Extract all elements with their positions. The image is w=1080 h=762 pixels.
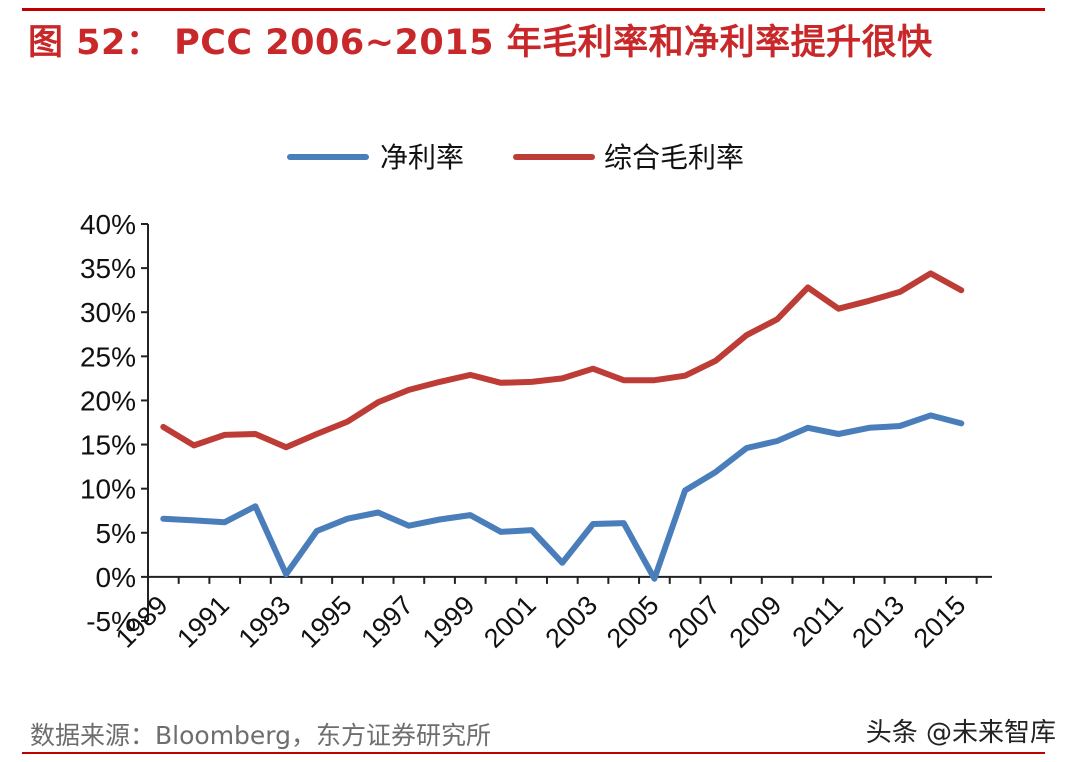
x-tick-label: 2007 [662, 590, 726, 654]
x-tick-label: 1995 [294, 590, 358, 654]
net-margin-line [160, 412, 965, 582]
x-tick-label: 1989 [110, 590, 174, 654]
y-tick-label: 35% [80, 253, 136, 284]
x-tick-label: 1993 [233, 590, 297, 654]
gross-margin-line [160, 270, 965, 451]
y-tick-label: -5% [86, 606, 136, 637]
source-note: 数据来源：Bloomberg，东方证券研究所 [30, 721, 491, 750]
y-tick-label: 30% [80, 297, 136, 328]
bottom-rule [22, 752, 1045, 754]
x-tick-label: 2015 [908, 590, 972, 654]
y-tick-label: 20% [80, 385, 136, 416]
series-group [160, 270, 965, 582]
x-tick-label: 1999 [417, 590, 481, 654]
x-tick-label: 2013 [846, 590, 910, 654]
y-tick-label: 15% [80, 430, 136, 461]
x-tick-label: 2003 [540, 590, 604, 654]
x-tick-label: 2009 [724, 590, 788, 654]
watermark: 头条 @未来智库 [865, 718, 1056, 748]
legend: 净利率 综合毛利率 [287, 141, 744, 174]
y-tick-label: 0% [96, 562, 136, 593]
y-tick-label: 5% [96, 518, 136, 549]
x-tick-label: 1997 [355, 590, 419, 654]
x-tick-label: 2011 [787, 590, 849, 652]
x-tick-label: 2001 [478, 590, 542, 654]
y-tick-label: 10% [80, 474, 136, 505]
x-tick-label: 2005 [601, 590, 665, 654]
legend-label: 净利率 [380, 141, 464, 174]
y-tick-label: 40% [80, 209, 136, 240]
x-tick-label: 1991 [171, 590, 235, 654]
top-rule [22, 8, 1045, 11]
y-tick-label: 25% [80, 341, 136, 372]
legend-label: 综合毛利率 [604, 141, 744, 174]
figure-title: 图 52： PCC 2006~2015 年毛利率和净利率提升很快 [28, 23, 933, 63]
